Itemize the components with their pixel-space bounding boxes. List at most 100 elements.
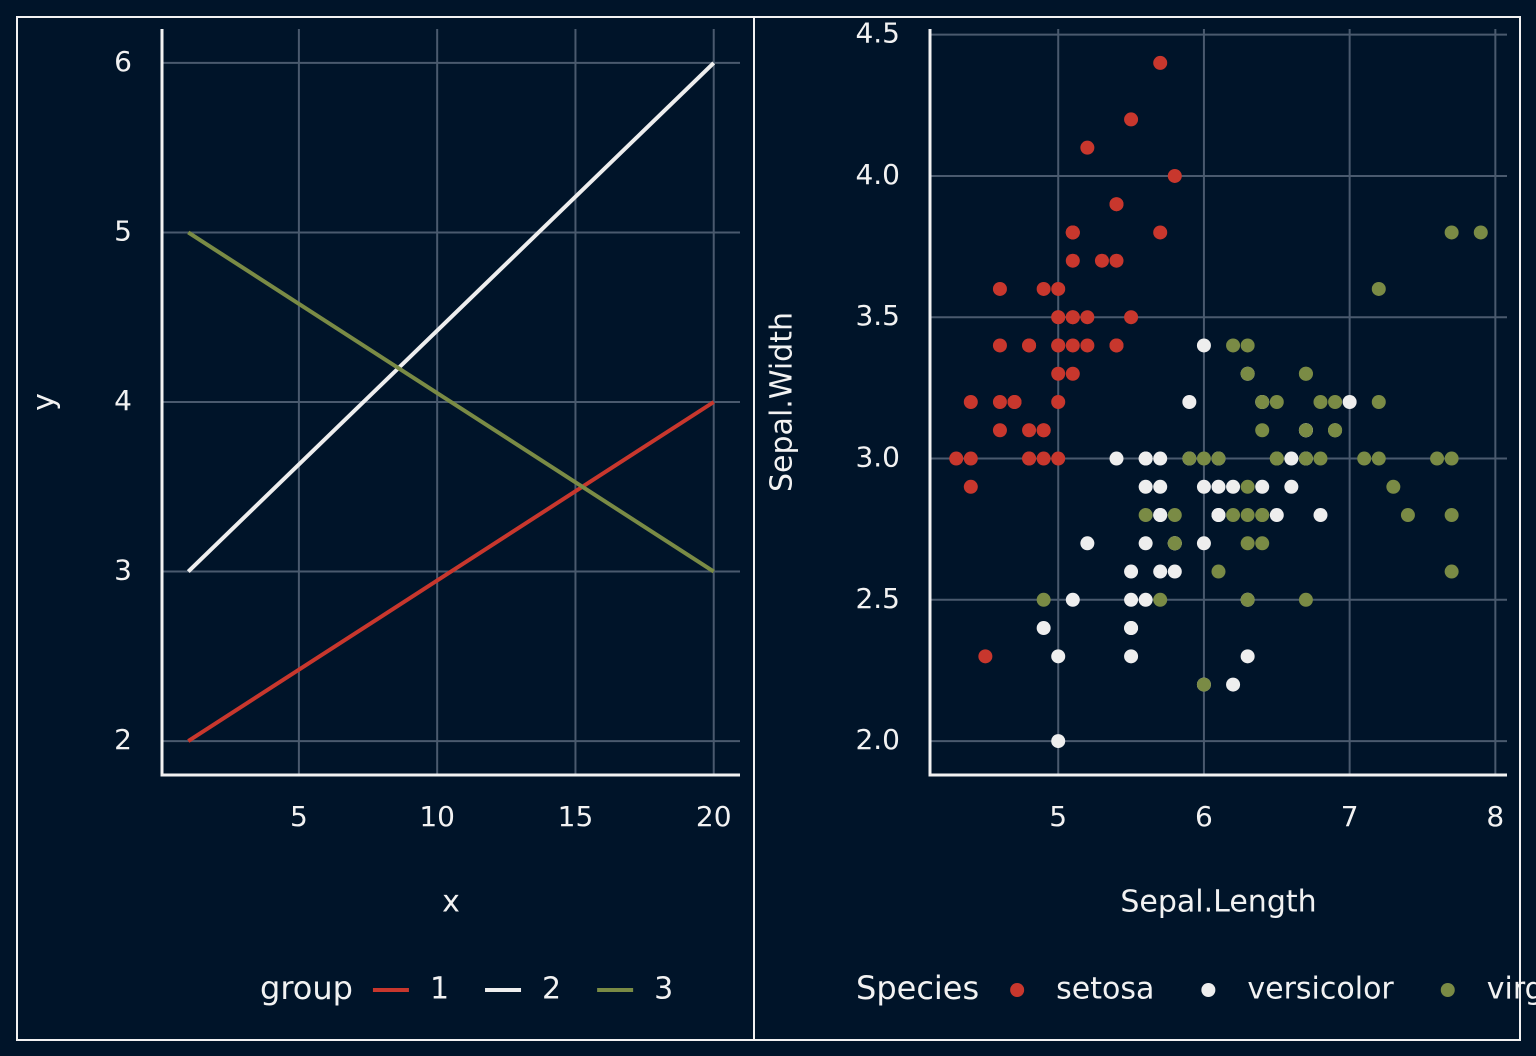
- point: [1051, 281, 1066, 296]
- point: [1080, 310, 1095, 325]
- y-tick-label: 3.5: [855, 299, 900, 332]
- point: [1153, 451, 1168, 466]
- point: [1328, 423, 1343, 438]
- point: [1196, 338, 1211, 353]
- x-tick-label: 5: [1049, 800, 1067, 833]
- point: [1298, 592, 1313, 607]
- point: [1065, 225, 1080, 240]
- y-tick-label: 2.5: [855, 582, 900, 615]
- point: [1109, 197, 1124, 212]
- y-tick-label: 5: [114, 214, 132, 247]
- point: [1065, 338, 1080, 353]
- point: [1226, 508, 1241, 523]
- point: [1051, 366, 1066, 381]
- point: [1400, 508, 1415, 523]
- x-tick-label: 5: [290, 800, 308, 833]
- panel: 2 3 4 5 6 5 10 15 20 x y group 1 2 3: [27, 29, 740, 1007]
- panel: 2.0 2.5 3.0 3.5 4.0 4.5 5 6 7 8 Sepal.Length Sepal.…: [765, 17, 1536, 1007]
- point: [1240, 649, 1255, 664]
- point: [1138, 536, 1153, 551]
- point: [1211, 564, 1226, 579]
- point: [1167, 564, 1182, 579]
- y-tick-label: 4.0: [855, 158, 900, 191]
- point: [963, 451, 978, 466]
- point: [1328, 395, 1343, 409]
- point: [1094, 253, 1109, 268]
- point: [1240, 366, 1255, 381]
- point: [1196, 451, 1211, 466]
- line: [186, 61, 716, 573]
- point: [1371, 451, 1386, 466]
- point: [1226, 479, 1241, 494]
- y-axis-title: Sepal.Width: [765, 312, 800, 492]
- point: [1255, 508, 1270, 523]
- point: [1065, 592, 1080, 607]
- point: [1371, 281, 1386, 296]
- point: [1298, 366, 1313, 381]
- point: [1153, 592, 1168, 607]
- legend-label: 3: [654, 972, 673, 1007]
- point: [1138, 592, 1153, 607]
- point: [1036, 281, 1051, 296]
- point: [1036, 451, 1051, 466]
- point: [1080, 338, 1095, 353]
- point: [1080, 140, 1095, 155]
- point: [1255, 395, 1270, 409]
- point: [1255, 536, 1270, 551]
- line: [187, 400, 715, 743]
- point: [1196, 677, 1211, 692]
- point: [1269, 395, 1284, 409]
- point: [1211, 451, 1226, 466]
- y-axis-title: y: [27, 393, 62, 411]
- point: [1022, 423, 1037, 438]
- point: [1153, 508, 1168, 523]
- point: [1138, 451, 1153, 466]
- point: [992, 423, 1007, 438]
- x-tick-label: 8: [1486, 800, 1504, 833]
- frame: [16, 16, 1521, 1041]
- x-tick-label: 7: [1341, 800, 1359, 833]
- x-axis-title: Sepal.Length: [1120, 885, 1316, 920]
- point: [1051, 734, 1066, 749]
- point: [1051, 338, 1066, 353]
- point: [1138, 479, 1153, 494]
- point: [1036, 621, 1051, 636]
- point: [1153, 225, 1168, 240]
- x-tick-label: 6: [1195, 800, 1213, 833]
- point: [1240, 479, 1255, 494]
- point: [1211, 508, 1226, 523]
- point: [992, 338, 1007, 353]
- point: [1153, 55, 1168, 70]
- legend-label: 2: [542, 972, 561, 1007]
- point: [1240, 536, 1255, 551]
- point: [1226, 338, 1241, 353]
- point: [1444, 451, 1459, 466]
- point: [1022, 451, 1037, 466]
- point: [1313, 395, 1328, 409]
- point: [1240, 508, 1255, 523]
- point: [1269, 508, 1284, 523]
- legend-title: group: [260, 969, 353, 1007]
- point: [1109, 451, 1124, 466]
- point: [1065, 366, 1080, 381]
- point: [992, 281, 1007, 296]
- point: [1065, 253, 1080, 268]
- point: [1240, 592, 1255, 607]
- point: [1124, 592, 1139, 607]
- point: [1430, 451, 1445, 466]
- point: [978, 649, 993, 664]
- legend-label: versicolor: [1247, 972, 1394, 1007]
- point: [1109, 253, 1124, 268]
- legend-key: [1201, 983, 1216, 997]
- point: [1444, 564, 1459, 579]
- point: [1386, 479, 1401, 494]
- point: [1313, 451, 1328, 466]
- point: [1036, 423, 1051, 438]
- point: [949, 451, 964, 466]
- point: [1284, 479, 1299, 494]
- point: [1124, 621, 1139, 636]
- point: [963, 479, 978, 494]
- point: [1051, 310, 1066, 325]
- line: [187, 230, 715, 574]
- point: [1124, 564, 1139, 579]
